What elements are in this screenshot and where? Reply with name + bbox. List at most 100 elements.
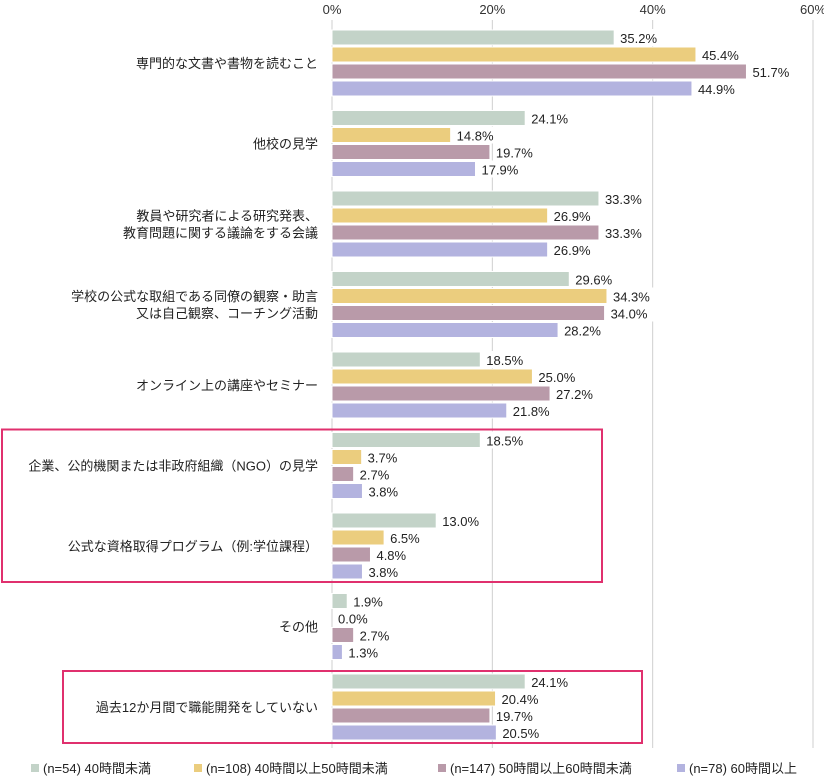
bar — [331, 207, 549, 224]
bar — [331, 644, 343, 660]
category-label: 公式な資格取得プログラム（例:学位課程） — [68, 539, 318, 554]
data-label-bg — [699, 46, 746, 63]
data-label-bg — [351, 592, 398, 610]
bar — [331, 241, 549, 258]
data-label: 14.8% — [457, 129, 494, 144]
legend-label: (n=54) 40時間未満 — [43, 761, 152, 776]
data-label: 26.9% — [554, 243, 591, 258]
bar — [331, 529, 385, 546]
bar — [331, 402, 508, 419]
data-label-bg — [346, 643, 393, 661]
bar — [331, 127, 452, 143]
data-label-bg — [365, 448, 412, 466]
legend-swatch — [30, 762, 40, 773]
data-label: 20.5% — [502, 726, 539, 741]
data-label: 6.5% — [390, 531, 420, 546]
data-label-bg — [493, 143, 540, 161]
data-label-bg — [366, 482, 413, 500]
bar — [331, 80, 693, 97]
data-label-bg — [610, 287, 657, 305]
bar — [331, 466, 355, 482]
data-label: 20.4% — [502, 692, 539, 707]
category-label: 教育問題に関する議論をする会議 — [123, 226, 318, 241]
data-label-bg — [357, 626, 404, 644]
data-label-bg — [562, 321, 609, 339]
data-label-bg — [499, 690, 546, 707]
legend-item: (n=108) 40時間以上50時間未満 — [193, 758, 388, 777]
data-label-bg — [529, 109, 576, 127]
data-label: 1.9% — [353, 595, 383, 610]
bar — [331, 707, 491, 724]
legend-swatch — [193, 762, 203, 773]
category-label: 企業、公的機関または非政府組織（NGO）の見学 — [28, 459, 318, 474]
category-label: 専門的な文書や書物を読むこと — [136, 56, 318, 71]
bar — [331, 46, 697, 63]
data-label-bg — [618, 29, 665, 46]
bar — [331, 673, 526, 690]
bar — [331, 724, 497, 741]
highlight-box — [62, 670, 643, 744]
bar — [331, 593, 348, 609]
legend-label: (n=78) 60時間以上 — [689, 761, 798, 776]
data-label-bg — [551, 207, 598, 224]
data-label-bg — [750, 63, 797, 80]
x-tick-label: 40% — [640, 2, 666, 17]
data-label: 28.2% — [564, 324, 601, 339]
legend: (n=54) 40時間未満 (n=108) 40時間以上50時間未満 (n=147)… — [0, 758, 824, 776]
data-label-bg — [479, 160, 526, 178]
category-label: 他校の見学 — [253, 137, 318, 152]
legend-item: (n=78) 60時間以上 — [676, 758, 797, 777]
category-label: 教員や研究者による研究発表、 — [136, 209, 318, 224]
bar — [331, 305, 606, 321]
legend-swatch — [676, 762, 686, 773]
data-label: 13.0% — [442, 514, 479, 529]
bar — [331, 563, 363, 580]
data-label-bg — [454, 126, 501, 144]
bar — [331, 161, 476, 177]
data-label-bg — [573, 270, 620, 288]
data-label-bg — [602, 190, 649, 207]
data-label: 3.8% — [368, 485, 398, 500]
x-tick-label: 0% — [323, 2, 342, 17]
data-label-bg — [366, 563, 413, 580]
legend-swatch — [437, 762, 447, 773]
bar — [331, 512, 437, 529]
data-label: 51.7% — [752, 65, 789, 80]
data-label-bg — [493, 707, 540, 724]
category-label: その他 — [279, 620, 318, 635]
data-label: 4.8% — [376, 548, 406, 563]
data-label-bg — [554, 385, 601, 402]
bar — [331, 546, 371, 563]
bar — [331, 190, 600, 207]
legend-label: (n=108) 40時間以上50時間未満 — [206, 761, 388, 776]
data-label-bg — [500, 724, 547, 741]
data-label-bg — [510, 402, 557, 419]
data-label-bg — [608, 304, 655, 322]
data-label: 1.3% — [348, 646, 378, 661]
data-label: 0.0% — [338, 612, 368, 627]
bar — [331, 449, 363, 465]
legend-item: (n=54) 40時間未満 — [30, 758, 151, 777]
bar — [331, 368, 533, 385]
data-label: 25.0% — [538, 370, 575, 385]
data-label: 29.6% — [575, 273, 612, 288]
bar — [331, 144, 491, 160]
data-label-bg — [484, 431, 531, 449]
highlight-box — [1, 428, 603, 583]
data-label-bg — [374, 546, 421, 563]
bar — [331, 63, 747, 80]
data-label: 24.1% — [531, 112, 568, 127]
data-label: 3.7% — [368, 451, 398, 466]
data-label: 24.1% — [531, 675, 568, 690]
data-label: 34.3% — [613, 290, 650, 305]
bar — [331, 224, 600, 241]
data-label: 33.3% — [605, 226, 642, 241]
data-label-bg — [529, 673, 576, 690]
data-label-bg — [695, 80, 742, 97]
data-label-bg — [551, 241, 598, 258]
data-label: 33.3% — [605, 192, 642, 207]
data-label: 19.7% — [496, 146, 533, 161]
bar — [331, 690, 497, 707]
x-tick-label: 20% — [479, 2, 505, 17]
